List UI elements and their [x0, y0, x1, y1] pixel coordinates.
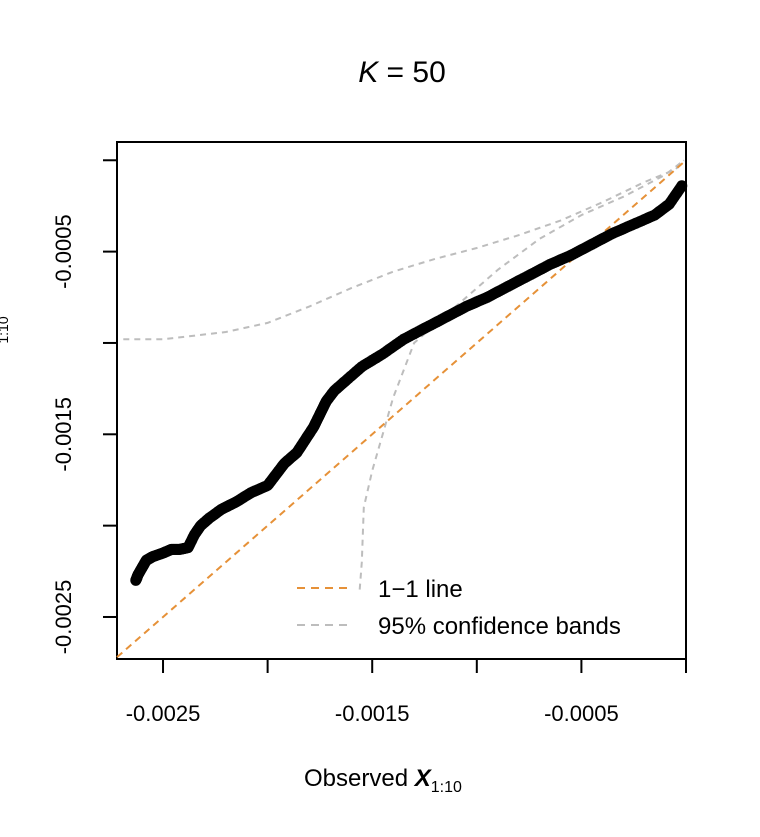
title-value: 50 [412, 56, 445, 89]
y-tick-label: -0.0025 [51, 580, 76, 655]
x-tick-label: -0.0005 [544, 701, 619, 726]
upper-confidence-band [123, 159, 685, 341]
title-prefix: K [358, 56, 380, 89]
title-eq: = [378, 56, 412, 89]
x-axis-title-symbol: X [413, 765, 433, 792]
x-axis-title: Observed X1:10 [304, 765, 462, 796]
x-tick-label: -0.0025 [126, 701, 201, 726]
y-axis-title-fragment: 1:10 [0, 316, 11, 343]
confidence-band-layer [123, 159, 685, 590]
x-axis-title-main: Observed [304, 765, 415, 792]
legend-label-1to1: 1−1 line [378, 576, 463, 603]
y-tick-label: -0.0005 [51, 214, 76, 289]
points-layer [130, 180, 688, 586]
data-point [676, 180, 688, 192]
y-tick-label: -0.0015 [51, 397, 76, 472]
plot-frame [116, 141, 687, 660]
lower-confidence-band [358, 159, 685, 590]
x-axis-title-subscript: 1:10 [431, 779, 462, 796]
x-tick-label: -0.0015 [335, 701, 410, 726]
tick-layer: -0.0025 -0.0015 -0.0005 -0.0025 -0.0015 -0.00… [51, 159, 687, 726]
legend: 1−1 line 95% confidence bands [297, 576, 621, 640]
chart-title: K = 50 [358, 56, 446, 89]
legend-label-bands: 95% confidence bands [378, 613, 621, 640]
